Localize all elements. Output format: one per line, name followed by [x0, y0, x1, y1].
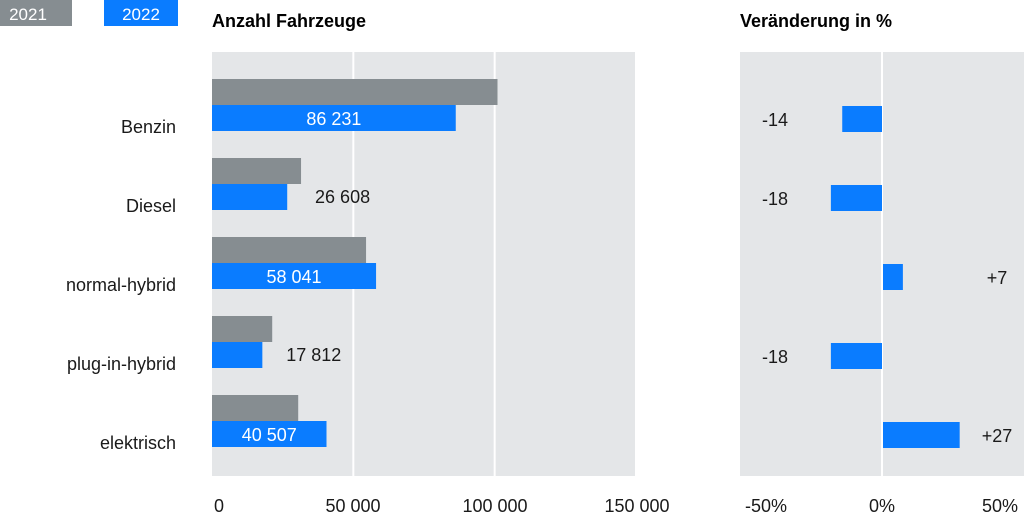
left-tick-labels: 0 50 000 100 000 150 000	[214, 496, 670, 516]
category-label: plug-in-hybrid	[67, 354, 176, 374]
bar-2021	[212, 237, 367, 263]
legend-swatch-2022	[104, 0, 178, 26]
change-label: +27	[982, 426, 1013, 446]
bar-2022	[212, 263, 377, 289]
change-label: -18	[762, 189, 788, 209]
legend: 2021 2022	[0, 0, 178, 26]
data-label-2022: 86 231	[306, 109, 361, 129]
left-tick-label: 50 000	[325, 496, 380, 516]
category-label: Diesel	[126, 196, 176, 216]
category-labels: Benzin Diesel normal-hybrid plug-in-hybrid e…	[66, 117, 176, 453]
change-label: +7	[987, 268, 1008, 288]
change-bar	[830, 343, 882, 369]
right-tick-label: 50%	[982, 496, 1018, 516]
right-chart-title: Veränderung in %	[740, 11, 892, 31]
change-bar	[883, 264, 903, 290]
change-bar	[883, 422, 960, 448]
bar-2022	[212, 421, 327, 447]
bar-2022	[212, 105, 456, 131]
legend-swatch-2021	[0, 0, 72, 26]
right-tick-label: 0%	[869, 496, 895, 516]
change-bar	[830, 185, 882, 211]
category-label: normal-hybrid	[66, 275, 176, 295]
bar-2021	[212, 79, 498, 105]
change-bar	[842, 106, 882, 132]
data-label-2022: 26 608	[315, 187, 370, 207]
left-bars: 86 231 26 608 58 041 17 812 40 507	[212, 79, 498, 447]
right-bars: -14 -18 +7 -18 +27	[762, 106, 1012, 448]
bar-2021	[212, 316, 273, 342]
bar-2021	[212, 158, 302, 184]
data-label-2022: 58 041	[267, 267, 322, 287]
bar-2021	[212, 395, 299, 421]
category-label: elektrisch	[100, 433, 176, 453]
legend-label-2022: 2022	[122, 5, 160, 24]
change-label: -18	[762, 347, 788, 367]
left-chart-title: Anzahl Fahrzeuge	[212, 11, 366, 31]
category-label: Benzin	[121, 117, 176, 137]
left-tick-label: 0	[214, 496, 224, 516]
legend-label-2021: 2021	[9, 5, 47, 24]
data-label-2022: 17 812	[286, 345, 341, 365]
right-tick-labels: -50% 0% 50%	[745, 496, 1018, 516]
bar-2022	[212, 342, 263, 368]
data-label-2022: 40 507	[242, 425, 297, 445]
left-tick-label: 100 000	[462, 496, 527, 516]
bar-2022	[212, 184, 288, 210]
change-label: -14	[762, 110, 788, 130]
right-tick-label: -50%	[745, 496, 787, 516]
left-tick-label: 150 000	[604, 496, 669, 516]
